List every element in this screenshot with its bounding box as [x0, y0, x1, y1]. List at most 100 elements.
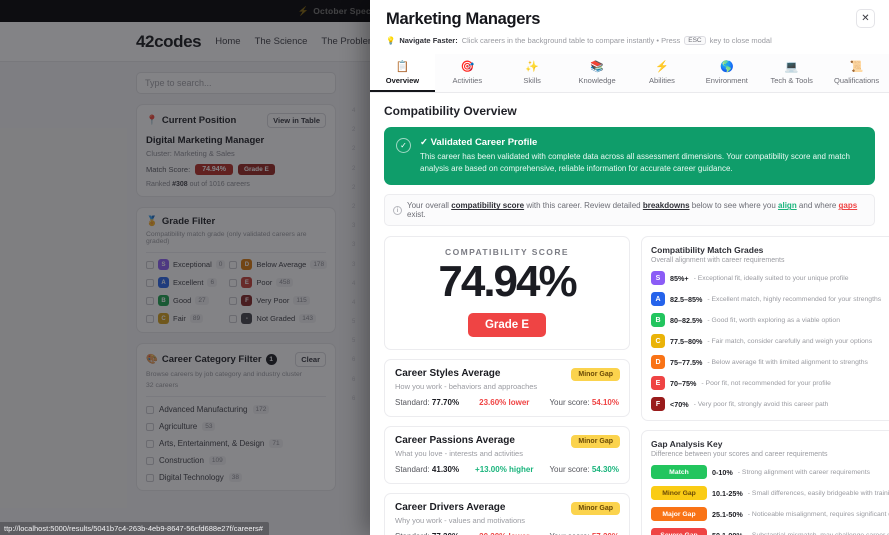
match-grade-row: F <70% - Very poor fit, strongly avoid thi…: [651, 397, 889, 412]
tab-tech-tools[interactable]: 💻 Tech & Tools: [759, 54, 824, 92]
tab-label: Overview: [385, 76, 420, 85]
gap-key-title: Gap Analysis Key: [651, 439, 723, 450]
info-b1[interactable]: compatibility score: [451, 201, 525, 211]
tab-label: Knowledge: [578, 76, 616, 85]
tab-environment[interactable]: 🌎 Environment: [694, 54, 759, 92]
grade-chip: S: [651, 271, 665, 286]
average-metrics: Standard: 77.30% 20.20% lower Your score: …: [395, 532, 619, 535]
your-score: Your score: 57.20%: [549, 532, 619, 535]
match-grade-row: S 85%+ - Exceptional fit, ideally suited t…: [651, 271, 889, 286]
gap-range: 25.1-50%: [712, 509, 743, 519]
grade-range: 77.5–80%: [670, 336, 703, 346]
laptop-icon: 💻: [784, 61, 799, 73]
grade-chip: E: [651, 376, 665, 391]
grade-chip: D: [651, 355, 665, 370]
average-metrics: Standard: 41.30% +13.00% higher Your score…: [395, 465, 619, 474]
tab-overview[interactable]: 📋 Overview: [370, 54, 435, 92]
score-label: COMPATIBILITY SCORE: [445, 247, 569, 258]
hint-text-before: Click careers in the background table to…: [461, 36, 681, 45]
modal-header: Marketing Managers 💡 Navigate Faster: Cl…: [370, 0, 889, 45]
modal-title: Marketing Managers: [386, 10, 541, 28]
standard-value: Standard: 77.70%: [395, 398, 460, 408]
target-icon: 🎯: [460, 61, 475, 73]
match-grade-row: E 70–75% - Poor fit, not recommended for y…: [651, 376, 889, 391]
standard-value: Standard: 77.30%: [395, 532, 459, 535]
grade-range: 82.5–85%: [670, 294, 703, 304]
match-grades-legend: Compatibility Match Grades Overall align…: [641, 236, 889, 422]
match-grade-row: C 77.5–80% - Fair match, consider carefull…: [651, 334, 889, 349]
grade-chip: C: [651, 334, 665, 349]
validated-text: This career has been validated with comp…: [420, 152, 850, 173]
gap-chip: Match: [651, 465, 707, 480]
average-card: Minor Gap Career Drivers Average Why you w…: [384, 493, 630, 535]
grade-description: - Excellent match, highly recommended fo…: [707, 295, 882, 303]
grade-range: 85%+: [670, 273, 689, 283]
your-score: Your score: 54.30%: [549, 465, 619, 475]
average-cards-list: Minor Gap Career Styles Average How you wo…: [384, 359, 630, 535]
gap-chip: Minor Gap: [651, 486, 707, 501]
info-bar: i Your overall compatibility score with …: [384, 194, 875, 227]
match-grade-row: B 80–82.5% - Good fit, worth exploring as …: [651, 313, 889, 328]
tab-qualifications[interactable]: 📜 Qualifications: [824, 54, 889, 92]
average-title: Career Drivers Average: [395, 502, 506, 514]
tab-label: Skills: [523, 76, 541, 85]
info-icon: i: [393, 205, 402, 215]
match-grade-row: A 82.5–85% - Excellent match, highly recom…: [651, 292, 889, 307]
gap-range: 0-10%: [712, 467, 733, 477]
tab-knowledge[interactable]: 📚 Knowledge: [565, 54, 630, 92]
gap-key-subtitle: Difference between your scores and caree…: [651, 451, 828, 459]
esc-key: ESC: [684, 36, 706, 45]
gap-key-row: Severe Gap 50.1-90% - Substantial mismatch…: [651, 528, 889, 535]
validated-title: ✓ Validated Career Profile: [420, 137, 538, 148]
average-card: Minor Gap Career Passions Average What you…: [384, 426, 630, 485]
info-b2[interactable]: breakdowns: [642, 201, 690, 211]
gap-badge: Minor Gap: [571, 435, 620, 449]
tab-label: Abilities: [649, 76, 675, 85]
close-icon[interactable]: ✕: [856, 9, 875, 28]
gap-key-row: Minor Gap 10.1-25% - Small differences, ea…: [651, 486, 889, 501]
match-grades-rows: S 85%+ - Exceptional fit, ideally suited t…: [651, 271, 889, 412]
score-grade-badge: Grade E: [467, 313, 547, 338]
career-detail-modal: Marketing Managers 💡 Navigate Faster: Cl…: [370, 0, 889, 535]
gap-description: - Small differences, easily bridgeable w…: [747, 489, 889, 497]
delta-value: 20.20% lower: [479, 532, 529, 535]
tab-activities[interactable]: 🎯 Activities: [435, 54, 500, 92]
grade-description: - Exceptional fit, ideally suited to you…: [693, 274, 849, 282]
tab-skills[interactable]: ✨ Skills: [500, 54, 565, 92]
info-p1: Your overall: [407, 201, 452, 211]
delta-value: +13.00% higher: [475, 465, 534, 475]
status-bar-url: ttp://localhost:5000/results/5041b7c4-26…: [0, 522, 269, 535]
info-p2: with this career. Review detailed: [524, 201, 643, 211]
info-p3: below to see where you: [689, 201, 779, 211]
delta-value: 23.60% lower: [479, 398, 530, 408]
average-title: Career Passions Average: [395, 435, 515, 447]
books-icon: 📚: [590, 61, 604, 73]
navigation-hint: 💡 Navigate Faster: Click careers in the …: [386, 36, 873, 45]
your-score: Your score: 54.10%: [549, 398, 619, 408]
grade-description: - Fair match, consider carefully and wei…: [707, 337, 873, 345]
info-gaps: gaps: [838, 201, 858, 211]
gap-description: - Substantial mismatch, may challenge ca…: [748, 532, 889, 535]
right-column: Compatibility Match Grades Overall align…: [641, 236, 889, 535]
hint-text-after: key to close modal: [709, 36, 772, 45]
gap-badge: Minor Gap: [571, 502, 620, 516]
modal-body: Compatibility Overview ✓ ✓ Validated Car…: [370, 93, 889, 535]
tab-abilities[interactable]: ⚡ Abilities: [630, 54, 695, 92]
info-p5: exist.: [407, 210, 426, 220]
grade-range: <70%: [670, 399, 689, 409]
match-grades-subtitle: Overall alignment with career requiremen…: [651, 257, 785, 265]
tab-label: Qualifications: [834, 76, 880, 85]
gap-analysis-legend: Gap Analysis Key Difference between your…: [641, 430, 889, 535]
score-value: 74.94%: [438, 257, 577, 307]
gap-range: 50.1-90%: [712, 531, 743, 535]
grade-description: - Very poor fit, strongly avoid this car…: [693, 400, 829, 408]
grade-description: - Good fit, worth exploring as a viable …: [707, 316, 840, 324]
match-grades-title: Compatibility Match Grades: [651, 245, 764, 256]
tab-label: Tech & Tools: [770, 76, 813, 85]
sparkles-icon: ✨: [525, 61, 540, 73]
grade-chip: F: [651, 397, 665, 412]
average-metrics: Standard: 77.70% 23.60% lower Your score: …: [395, 398, 619, 407]
grade-description: - Poor fit, not recommended for your pro…: [701, 379, 831, 387]
compatibility-score-card: COMPATIBILITY SCORE 74.94% Grade E: [384, 236, 630, 351]
info-p4: and where: [796, 201, 839, 211]
